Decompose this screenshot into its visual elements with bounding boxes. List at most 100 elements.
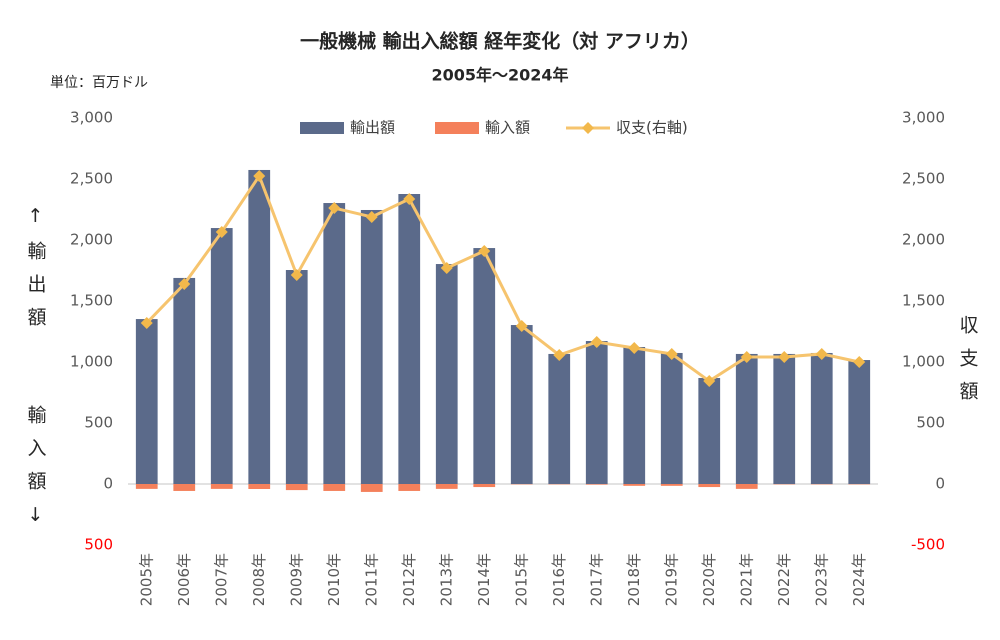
x-tick-label: 2005年 xyxy=(137,553,155,606)
bar xyxy=(173,277,196,484)
bar xyxy=(623,346,646,484)
marker xyxy=(553,349,566,362)
x-tick-label: 2017年 xyxy=(587,553,605,606)
y-tick-label: 2,500 xyxy=(70,170,113,188)
bar xyxy=(248,484,271,490)
marker xyxy=(515,320,528,333)
y-tick-label: 500 xyxy=(84,414,113,432)
bar xyxy=(698,484,721,488)
x-tick-label: 2006年 xyxy=(175,553,193,606)
y2-tick-label: 500 xyxy=(916,414,945,432)
bar xyxy=(698,377,721,484)
bar xyxy=(773,353,796,484)
marker xyxy=(628,341,641,354)
bar xyxy=(360,209,383,484)
legend-swatch xyxy=(300,122,344,134)
marker xyxy=(440,262,453,275)
legend-label: 輸入額 xyxy=(485,119,530,137)
unit-label: 単位：百万ドル xyxy=(50,75,148,91)
legend-label: 輸出額 xyxy=(350,119,395,137)
bar xyxy=(585,341,608,484)
bar xyxy=(398,194,421,485)
y-tick-label: 500 xyxy=(84,536,113,554)
marker xyxy=(590,335,603,348)
bar xyxy=(473,248,496,484)
bar xyxy=(473,484,496,488)
marker xyxy=(740,350,753,363)
marker xyxy=(478,244,491,257)
x-tick-label: 2012年 xyxy=(400,553,418,606)
y2-tick-label: 1,000 xyxy=(902,353,945,371)
x-tick-label: 2020年 xyxy=(700,553,718,606)
x-tick-label: 2013年 xyxy=(437,553,455,606)
y2-axis-label: 収支額 xyxy=(957,315,979,414)
bar xyxy=(398,484,421,491)
bar xyxy=(210,484,233,489)
legend-marker xyxy=(582,122,594,134)
y2-tick-label: 2,000 xyxy=(902,231,945,249)
x-tick-label: 2014年 xyxy=(475,553,493,606)
y-tick-label: 0 xyxy=(103,475,113,493)
bar xyxy=(135,484,158,489)
y2-tick-label: -500 xyxy=(911,536,945,554)
bar xyxy=(735,484,758,489)
bar xyxy=(735,353,758,484)
bar xyxy=(210,228,233,484)
bar xyxy=(848,360,871,484)
x-tick-label: 2015年 xyxy=(512,553,530,606)
bar xyxy=(285,484,308,491)
marker xyxy=(778,350,791,363)
bar xyxy=(360,484,383,492)
bar xyxy=(435,484,458,489)
x-tick-label: 2021年 xyxy=(737,553,755,606)
y-axis-label: ↑輸出額 xyxy=(25,205,47,340)
y-axis-label-lower: 輸入額↓ xyxy=(25,405,47,540)
y-tick-label: 3,000 xyxy=(70,109,113,127)
chart-title: 一般機械 輸出入総額 経年変化（対 アフリカ） xyxy=(300,30,700,53)
marker xyxy=(178,278,191,291)
bar xyxy=(323,484,346,491)
x-tick-label: 2007年 xyxy=(212,553,230,606)
bar xyxy=(323,203,346,484)
legend-swatch xyxy=(435,122,479,134)
marker xyxy=(140,316,153,329)
x-tick-label: 2010年 xyxy=(325,553,343,606)
x-tick-label: 2022年 xyxy=(775,553,793,606)
bar xyxy=(510,325,533,484)
x-tick-label: 2018年 xyxy=(625,553,643,606)
bar xyxy=(660,484,683,486)
y2-tick-label: 3,000 xyxy=(902,109,945,127)
bar xyxy=(135,319,158,484)
x-tick-label: 2016年 xyxy=(550,553,568,606)
x-tick-label: 2011年 xyxy=(362,553,380,606)
bar xyxy=(660,352,683,484)
marker xyxy=(815,347,828,360)
marker xyxy=(665,347,678,360)
y-tick-label: 2,000 xyxy=(70,231,113,249)
line xyxy=(145,172,860,383)
legend-label: 収支(右軸) xyxy=(616,119,688,137)
marker xyxy=(403,193,416,206)
marker xyxy=(328,202,341,215)
x-tick-label: 2024年 xyxy=(850,553,868,606)
bar xyxy=(173,484,196,491)
marker xyxy=(365,210,378,223)
bar xyxy=(585,484,608,485)
marker xyxy=(253,169,266,182)
bar xyxy=(285,270,308,484)
y2-tick-label: 2,500 xyxy=(902,170,945,188)
y2-tick-label: 1,500 xyxy=(902,292,945,310)
y-tick-label: 1,000 xyxy=(70,353,113,371)
chart-subtitle: 2005年～2024年 xyxy=(431,66,568,85)
marker xyxy=(703,375,716,388)
x-tick-label: 2023年 xyxy=(812,553,830,606)
bar xyxy=(548,353,571,484)
x-tick-label: 2009年 xyxy=(287,553,305,606)
y2-tick-label: 0 xyxy=(935,475,945,493)
bar xyxy=(810,352,833,484)
x-tick-label: 2019年 xyxy=(662,553,680,606)
bar xyxy=(248,169,271,485)
y-tick-label: 1,500 xyxy=(70,292,113,310)
marker xyxy=(853,356,866,368)
